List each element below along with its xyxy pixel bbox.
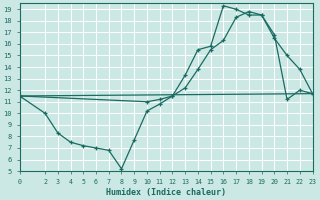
X-axis label: Humidex (Indice chaleur): Humidex (Indice chaleur) xyxy=(106,188,226,197)
